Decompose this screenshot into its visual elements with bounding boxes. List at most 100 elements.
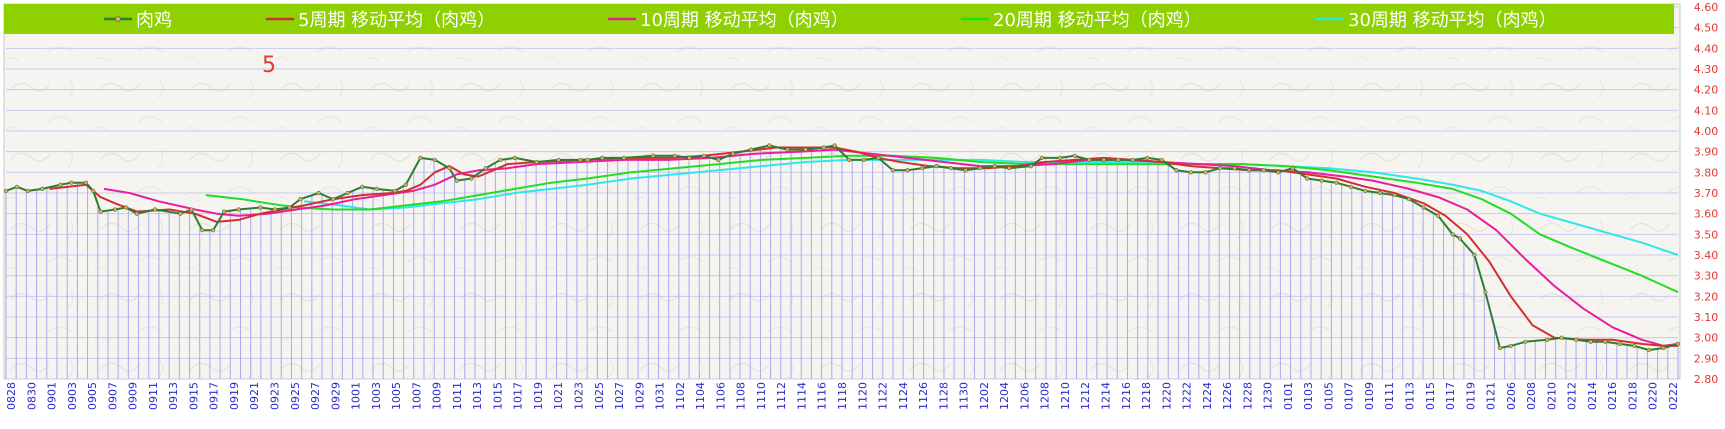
x-tick-label: 1007 — [410, 382, 423, 410]
y-axis-ticks: 2.80 2.90 3.00 3.10 3.20 3.30 3.40 3.50 3.60 3.70… — [1694, 1, 1719, 386]
y-tick-label: 2.80 — [1694, 373, 1719, 386]
data-point — [483, 166, 488, 171]
data-point — [650, 153, 656, 158]
data-point — [112, 207, 118, 212]
x-tick-label: 0107 — [1343, 382, 1356, 410]
data-point — [221, 209, 227, 214]
data-point — [672, 153, 677, 158]
data-point — [1145, 155, 1150, 160]
data-point — [1261, 168, 1266, 173]
data-point — [403, 182, 408, 187]
data-point — [730, 151, 736, 156]
y-tick-label: 4.00 — [1694, 125, 1719, 138]
x-tick-label: 0915 — [187, 382, 200, 410]
x-tick-label: 0907 — [106, 382, 119, 410]
data-point — [1290, 166, 1295, 171]
x-tick-label: 0206 — [1505, 382, 1518, 410]
data-point — [512, 155, 517, 160]
data-point — [861, 157, 866, 163]
data-point — [934, 164, 939, 169]
x-tick-label: 1009 — [431, 382, 444, 410]
data-point — [621, 155, 627, 160]
data-point — [821, 145, 826, 150]
data-point — [767, 143, 772, 148]
x-tick-label: 0210 — [1545, 382, 1558, 410]
x-tick-label: 1013 — [471, 382, 484, 410]
x-tick-label: 1204 — [998, 382, 1011, 410]
x-tick-label: 1108 — [735, 382, 748, 410]
data-point — [1646, 347, 1652, 353]
x-tick-label: 0113 — [1404, 382, 1417, 410]
data-point — [3, 188, 9, 194]
y-tick-label: 3.00 — [1694, 332, 1719, 345]
legend-label: 10周期 移动平均（肉鸡） — [640, 10, 849, 31]
data-point — [1305, 176, 1310, 181]
x-tick-label: 0911 — [147, 382, 160, 410]
series-line — [205, 154, 1679, 294]
x-tick-label: 0913 — [167, 382, 180, 410]
data-point — [25, 188, 30, 194]
x-tick-label: 1212 — [1079, 382, 1092, 410]
data-point — [578, 157, 583, 163]
data-point — [1072, 153, 1077, 158]
x-tick-label: 0921 — [248, 382, 261, 410]
data-point — [83, 180, 89, 185]
data-point — [687, 155, 692, 160]
data-point — [1232, 166, 1237, 171]
data-point — [1632, 343, 1637, 349]
x-tick-label: 1126 — [917, 382, 930, 410]
data-point — [178, 211, 183, 216]
x-tick-label: 1021 — [552, 382, 565, 410]
data-point — [1675, 341, 1681, 346]
y-tick-label: 3.30 — [1694, 270, 1719, 283]
x-tick-label: 1011 — [451, 382, 464, 410]
data-point — [1188, 170, 1194, 175]
data-point — [1101, 157, 1106, 163]
x-tick-label: 0105 — [1322, 382, 1335, 410]
x-tick-label: 0212 — [1566, 382, 1579, 410]
x-tick-label: 1118 — [836, 382, 849, 410]
data-point — [890, 168, 895, 173]
data-point — [919, 166, 925, 171]
data-point — [345, 190, 350, 196]
x-tick-label: 1019 — [532, 382, 545, 410]
x-tick-label: 0103 — [1302, 382, 1315, 410]
x-tick-label: 0111 — [1383, 382, 1396, 410]
data-point — [1130, 157, 1135, 163]
x-tick-label: 0109 — [1363, 382, 1376, 410]
x-tick-label: 1230 — [1262, 382, 1275, 410]
x-tick-label: 1114 — [795, 382, 808, 410]
x-tick-label: 1102 — [674, 382, 687, 410]
data-point — [1087, 157, 1092, 163]
data-point — [847, 157, 852, 163]
data-point — [1116, 157, 1121, 163]
x-tick-label: 1112 — [775, 382, 788, 410]
data-point — [432, 157, 438, 163]
data-point — [316, 190, 321, 196]
series-line — [303, 158, 1679, 256]
x-tick-label: 0923 — [268, 382, 281, 410]
x-tick-label: 1216 — [1120, 382, 1133, 410]
data-point — [701, 153, 706, 158]
x-tick-label: 0917 — [208, 382, 221, 410]
legend: 肉鸡 5周期 移动平均（肉鸡） 10周期 移动平均（肉鸡） 20周期 移动平均（肉鸡）… — [104, 10, 1557, 31]
x-tick-label: 0929 — [329, 382, 342, 410]
data-point — [1057, 155, 1063, 160]
x-tick-label: 0905 — [86, 382, 99, 410]
data-point — [1603, 339, 1608, 344]
data-point — [534, 159, 539, 165]
data-point — [1661, 345, 1666, 351]
data-point — [1508, 343, 1513, 349]
data-point — [123, 205, 129, 210]
x-tick-label: 1128 — [937, 382, 950, 410]
x-tick-label: 1003 — [370, 382, 383, 410]
data-point — [1450, 232, 1455, 237]
data-point — [992, 164, 997, 169]
x-tick-label: 1228 — [1241, 382, 1254, 410]
data-point — [374, 186, 379, 191]
x-tick-label: 1222 — [1181, 382, 1194, 410]
data-point — [272, 207, 278, 212]
y-tick-label: 4.30 — [1694, 63, 1719, 76]
data-point — [134, 211, 139, 216]
